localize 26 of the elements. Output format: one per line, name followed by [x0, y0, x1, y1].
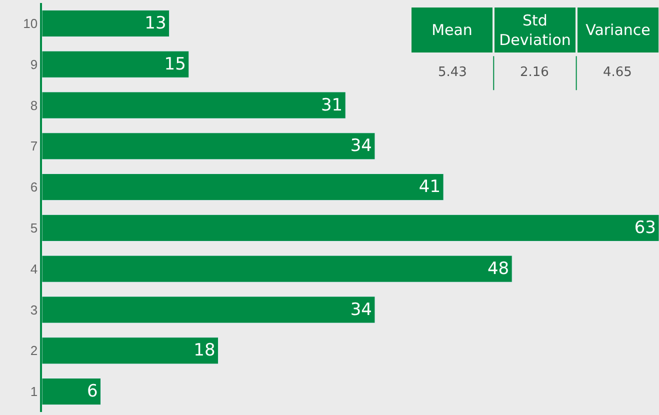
- annotation: 4.65: [603, 65, 632, 80]
- y-tick-label: 5: [30, 220, 38, 236]
- y-tick-label: 9: [30, 56, 38, 72]
- y-tick-label: 6: [30, 180, 38, 195]
- annotation: Variance: [586, 21, 650, 39]
- data-label: 6: [86, 382, 98, 402]
- data-label: 18: [194, 340, 216, 361]
- y-tick-label: 2: [30, 343, 38, 358]
- y-tick-label: 7: [30, 138, 38, 154]
- y-tick-label: 4: [30, 261, 38, 276]
- y-tick-label: 10: [23, 16, 38, 31]
- data-label: 41: [418, 177, 441, 198]
- data-label: 15: [164, 54, 186, 74]
- data-label: 34: [350, 136, 372, 156]
- annotation: 2.16: [520, 65, 549, 80]
- annotation: Std Deviation: [499, 11, 571, 49]
- y-tick-label: 1: [30, 384, 38, 400]
- data-label: 63: [634, 218, 656, 238]
- data-label: 48: [487, 258, 510, 279]
- data-label: 31: [320, 95, 343, 116]
- data-label: 34: [350, 300, 372, 320]
- data-label: 13: [144, 13, 166, 34]
- annotation: 5.43: [438, 65, 467, 80]
- y-tick-label: 3: [30, 302, 38, 318]
- y-tick-label: 8: [30, 98, 38, 113]
- annotation: Mean: [432, 21, 472, 39]
